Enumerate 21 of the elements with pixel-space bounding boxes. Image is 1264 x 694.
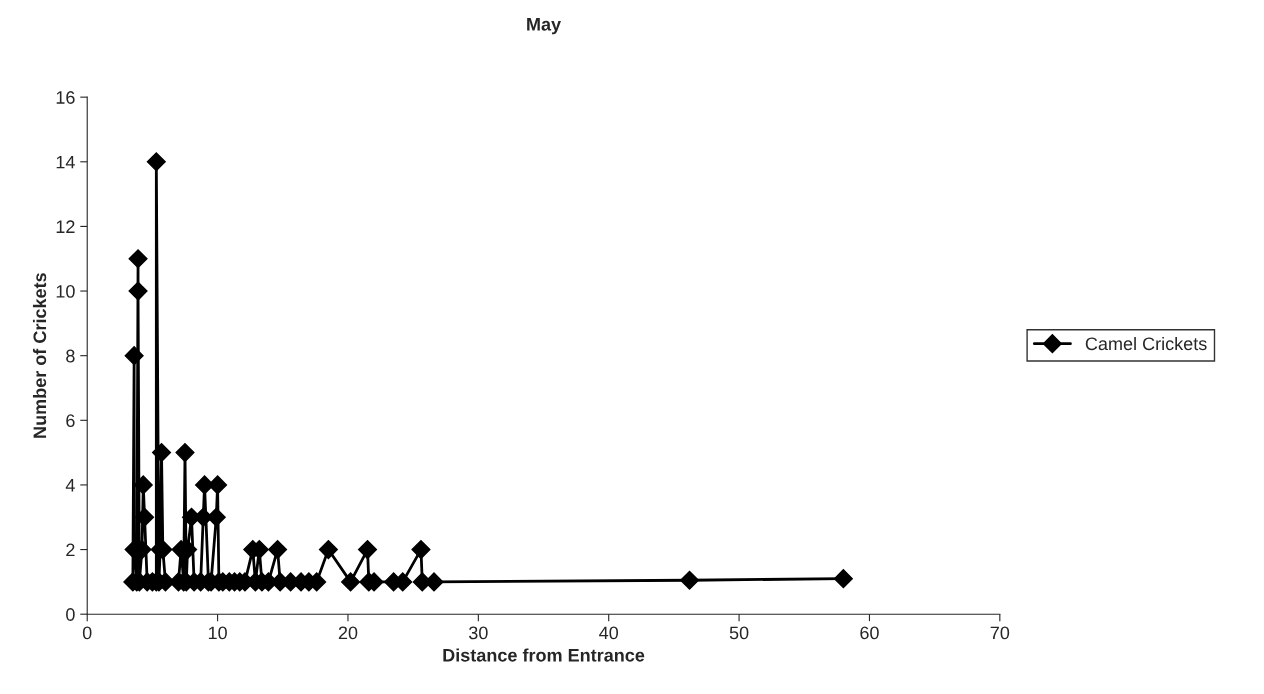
x-tick-label: 60: [860, 626, 879, 640]
y-axis-title: Number of Crickets: [32, 273, 47, 438]
y-tick-label: 0: [66, 608, 75, 621]
x-tick-label: 70: [990, 626, 1010, 640]
y-tick-label: 4: [65, 479, 75, 492]
y-tick-label: 12: [56, 220, 75, 233]
y-tick-label: 10: [56, 284, 75, 298]
y-tick-label: 14: [56, 155, 75, 169]
x-tick-label: 20: [338, 626, 358, 640]
y-tick-label: 8: [66, 349, 75, 363]
legend-label: Camel Crickets: [1085, 336, 1207, 351]
x-tick-label: 40: [599, 626, 619, 640]
y-tick-label: 16: [56, 91, 75, 104]
x-axis-title: Distance from Entrance: [443, 648, 645, 662]
y-tick-label: 2: [66, 543, 75, 557]
chart-title: May: [527, 18, 561, 35]
x-tick-label: 0: [82, 626, 92, 640]
x-tick-label: 50: [729, 626, 749, 640]
x-tick-label: 30: [468, 626, 488, 640]
x-tick-label: 10: [208, 626, 227, 640]
y-tick-label: 6: [66, 414, 75, 428]
